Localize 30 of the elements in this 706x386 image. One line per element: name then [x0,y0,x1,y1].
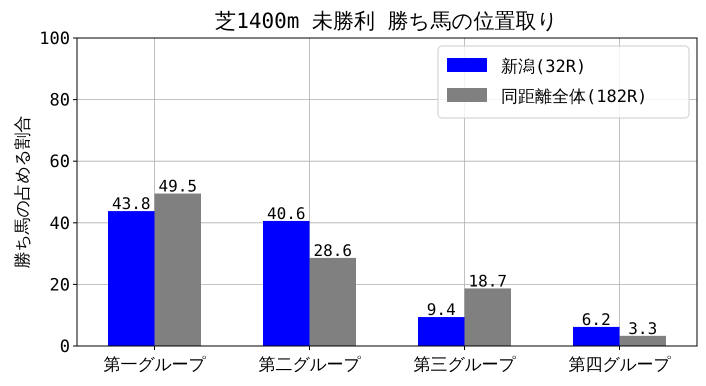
x-tick-label: 第四グループ [568,355,672,375]
data-label: 6.2 [582,310,611,329]
y-tick-label: 60 [50,152,70,172]
data-label: 18.7 [468,271,508,290]
x-tick-label: 第二グループ [258,355,362,375]
legend-label: 新潟(32R) [501,57,586,77]
bar [154,194,201,346]
bar [108,211,154,346]
data-label: 9.4 [426,300,456,320]
bar [573,326,620,346]
bar [464,288,511,346]
bar [620,336,666,346]
y-tick-label: 40 [50,214,70,234]
y-tick-label: 0 [60,337,70,357]
bar [310,258,356,346]
y-tick-label: 100 [39,29,70,49]
data-label: 40.6 [266,204,306,223]
data-label: 49.5 [158,176,198,196]
data-label: 3.3 [628,318,658,338]
y-axis-title: 勝ち馬の占める割合 [13,116,33,268]
bar [263,220,310,346]
legend-label: 同距離全体(182R) [501,87,648,107]
bar [418,317,464,346]
chart-title: 芝1400m 未勝利 勝ち馬の位置取り [215,9,559,33]
y-tick-label: 80 [50,90,70,111]
data-label: 28.6 [313,240,352,260]
x-tick-label: 第一グループ [104,355,206,375]
data-label: 43.8 [112,194,151,214]
x-tick-label: 第三グループ [414,355,516,375]
y-tick-label: 20 [50,275,70,296]
